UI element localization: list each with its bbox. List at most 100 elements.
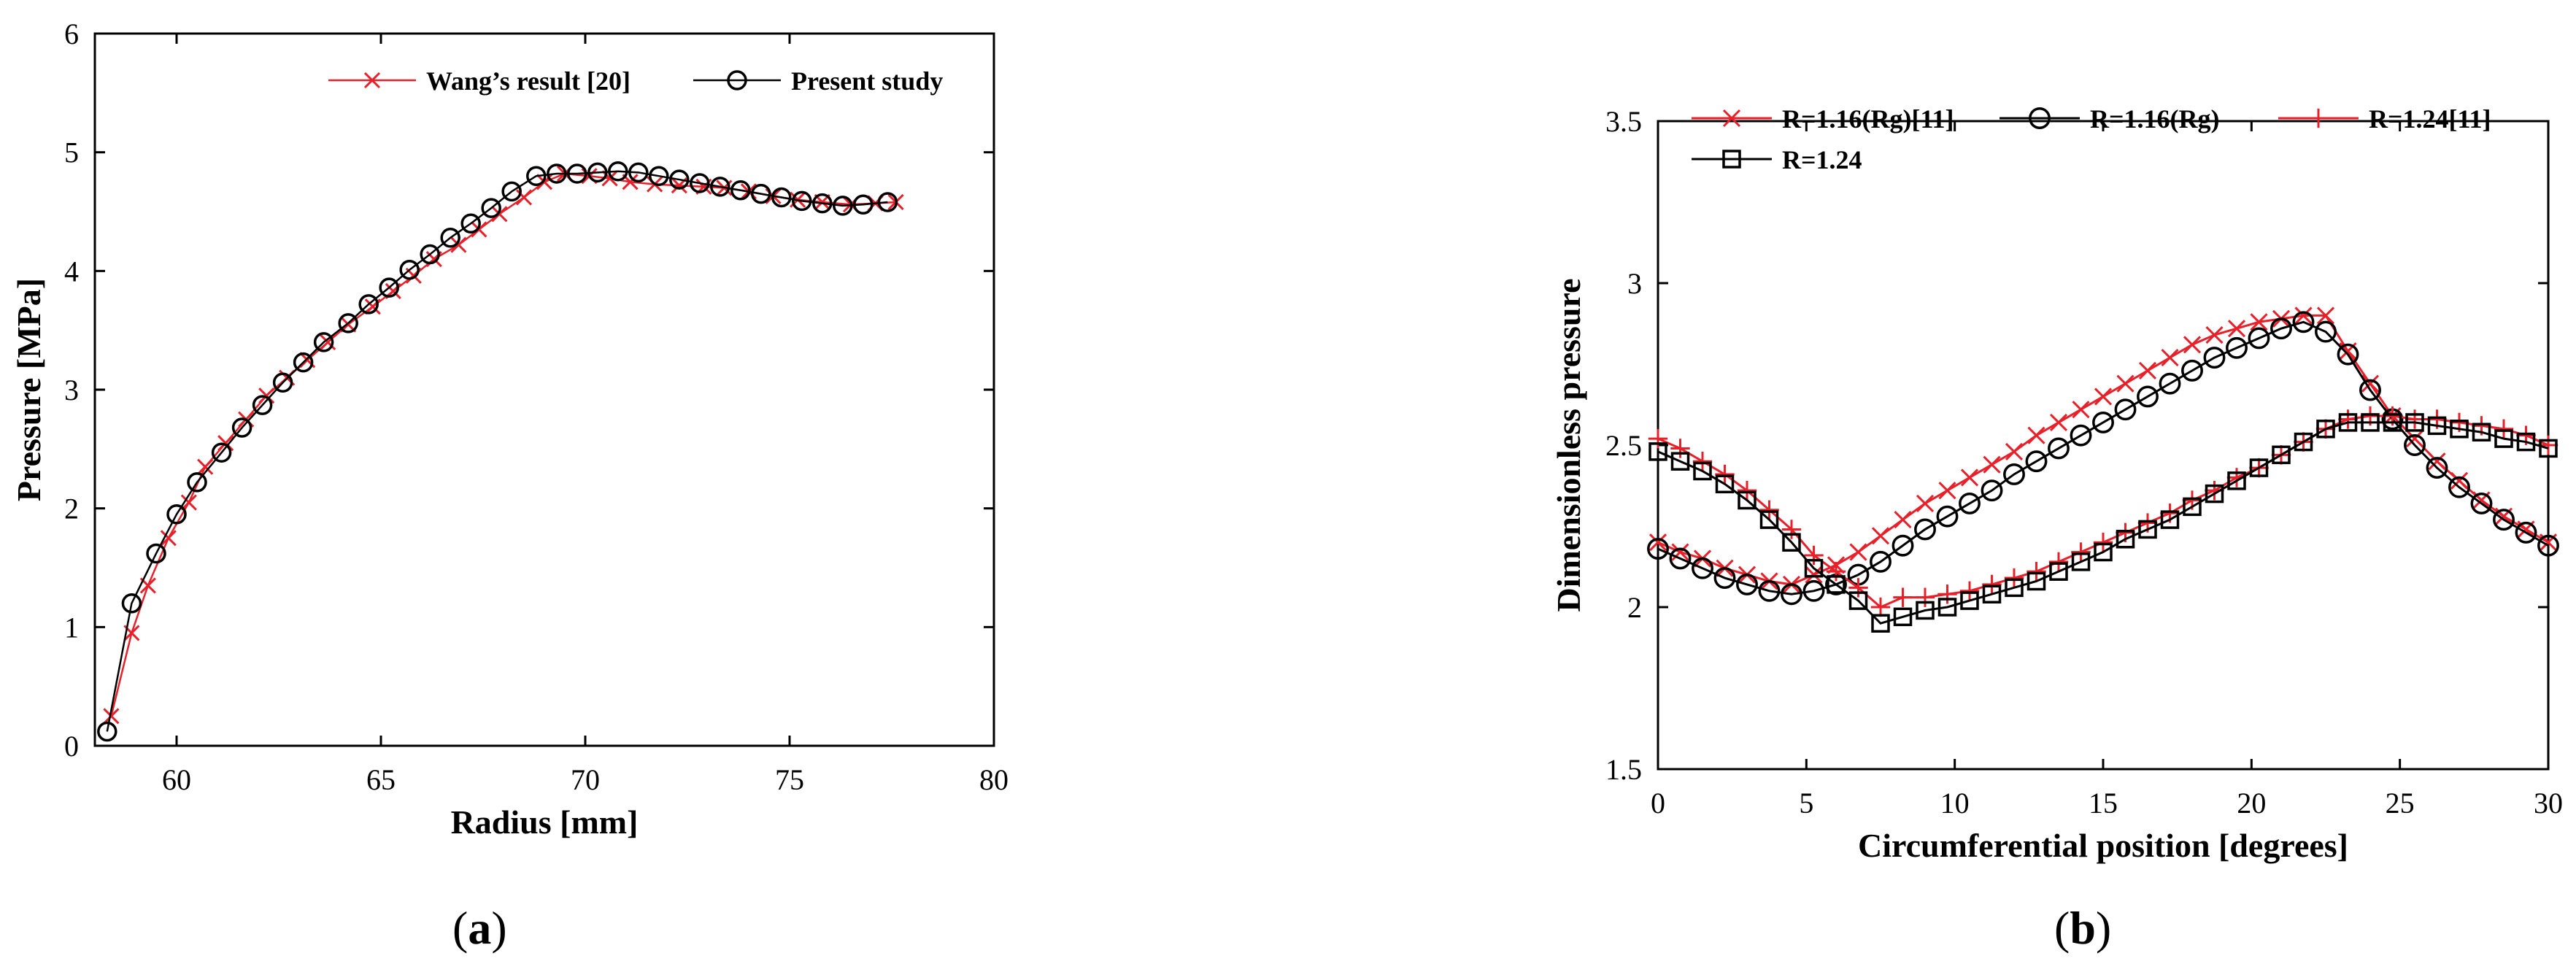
data-point (2070, 424, 2092, 447)
data-point-stroke (160, 530, 177, 547)
data-point (2005, 442, 2024, 460)
data-point-ring (2292, 311, 2315, 333)
data-point (628, 162, 649, 183)
data-point-stroke (1849, 543, 1867, 561)
data-point (751, 183, 771, 204)
legend-swatch-marker-ring (727, 70, 747, 90)
data-point (1871, 614, 1890, 633)
data-point-ring (2025, 450, 2048, 473)
x-tick-label: 15 (2089, 787, 2118, 819)
legend-swatch-marker-stroke (363, 72, 381, 89)
data-point (601, 170, 618, 187)
data-point (2071, 552, 2091, 571)
data-point-stroke (2205, 325, 2224, 344)
sublabel-a: (a) (452, 902, 507, 954)
data-point (771, 187, 792, 208)
data-point (2025, 450, 2048, 473)
data-point-ring (187, 472, 207, 493)
data-point-ring (1981, 479, 2003, 502)
data-point-ring (2315, 320, 2337, 343)
data-point (2027, 571, 2046, 591)
data-point (2361, 374, 2380, 393)
legend-swatch-marker (1722, 109, 1741, 128)
data-point (2004, 568, 2024, 588)
data-point (1693, 461, 1712, 481)
legend-entry-label: R=1.16(Rg)[11] (1782, 104, 1954, 134)
data-point-stroke (2161, 349, 2179, 367)
legend-swatch-marker-ring (2029, 107, 2051, 129)
data-point-ring (358, 294, 379, 315)
data-point (2494, 419, 2514, 439)
data-point (2027, 561, 2046, 582)
data-point-box (2249, 458, 2269, 477)
data-point-ring (1669, 547, 1692, 570)
x-tick-label: 10 (1940, 787, 1970, 819)
data-point-box (2450, 420, 2469, 439)
data-point-ring (166, 504, 187, 525)
data-point-ring (440, 228, 460, 248)
data-point-ring (2337, 343, 2359, 366)
data-point-ring (730, 180, 751, 201)
data-point (2071, 542, 2091, 562)
data-point (103, 708, 120, 725)
series-line (106, 170, 888, 732)
data-point-ring (1891, 534, 1914, 557)
data-point (460, 213, 481, 234)
data-point (1802, 579, 1825, 602)
data-point (730, 180, 751, 201)
data-point-ring (1736, 573, 1758, 595)
data-point-box (2160, 510, 2180, 529)
data-point-stroke (2316, 306, 2335, 325)
data-point (547, 163, 567, 184)
data-point-ring (1781, 583, 1802, 606)
y-tick-label: 3 (1627, 267, 1642, 300)
data-point (1959, 581, 1980, 601)
data-point (1804, 558, 1824, 578)
data-point-box (2405, 413, 2424, 432)
data-point (2003, 463, 2025, 485)
data-point-box (1759, 510, 1779, 529)
data-point-stroke (2027, 426, 2045, 444)
data-point-stroke (2227, 320, 2246, 338)
data-point (1870, 550, 1891, 573)
data-point (2405, 409, 2425, 429)
data-point-box (1848, 591, 1868, 610)
data-point (1870, 597, 1891, 617)
data-point-box (2205, 484, 2224, 504)
data-point-box (2227, 471, 2246, 490)
y-tick-label: 3.5 (1605, 105, 1642, 138)
y-tick-label: 2 (64, 493, 79, 525)
data-point-box (2094, 542, 2113, 562)
data-point-stroke (2049, 413, 2068, 431)
data-point-stroke (1871, 527, 1890, 545)
data-point (1894, 511, 1912, 529)
data-point-box (2316, 420, 2335, 439)
data-point-stroke (1671, 543, 1689, 561)
data-point (2027, 426, 2045, 444)
data-point (2337, 343, 2359, 366)
data-point-box (2494, 429, 2513, 448)
data-point (2515, 521, 2537, 544)
y-axis-label: Dimensionless pressure (1550, 278, 1587, 612)
series-3 (1648, 413, 2558, 633)
data-point-ring (877, 192, 898, 212)
data-point (1848, 591, 1868, 610)
y-tick-label: 3 (64, 374, 79, 406)
data-point (1938, 482, 1956, 500)
data-point-ring (812, 193, 833, 214)
data-point-stroke (622, 174, 639, 190)
data-point (1759, 510, 1779, 529)
legend-swatch-marker (727, 70, 747, 90)
data-point (252, 395, 273, 415)
data-point (358, 294, 379, 315)
data-point-box (2383, 413, 2402, 432)
data-point-ring (587, 162, 608, 183)
data-point-box (2338, 413, 2358, 432)
data-point (1671, 543, 1689, 561)
data-point (2270, 317, 2292, 340)
data-point (2470, 492, 2493, 514)
data-point-ring (272, 372, 293, 393)
series-1 (97, 161, 898, 742)
data-point (567, 163, 587, 184)
data-point-stroke (299, 352, 316, 369)
